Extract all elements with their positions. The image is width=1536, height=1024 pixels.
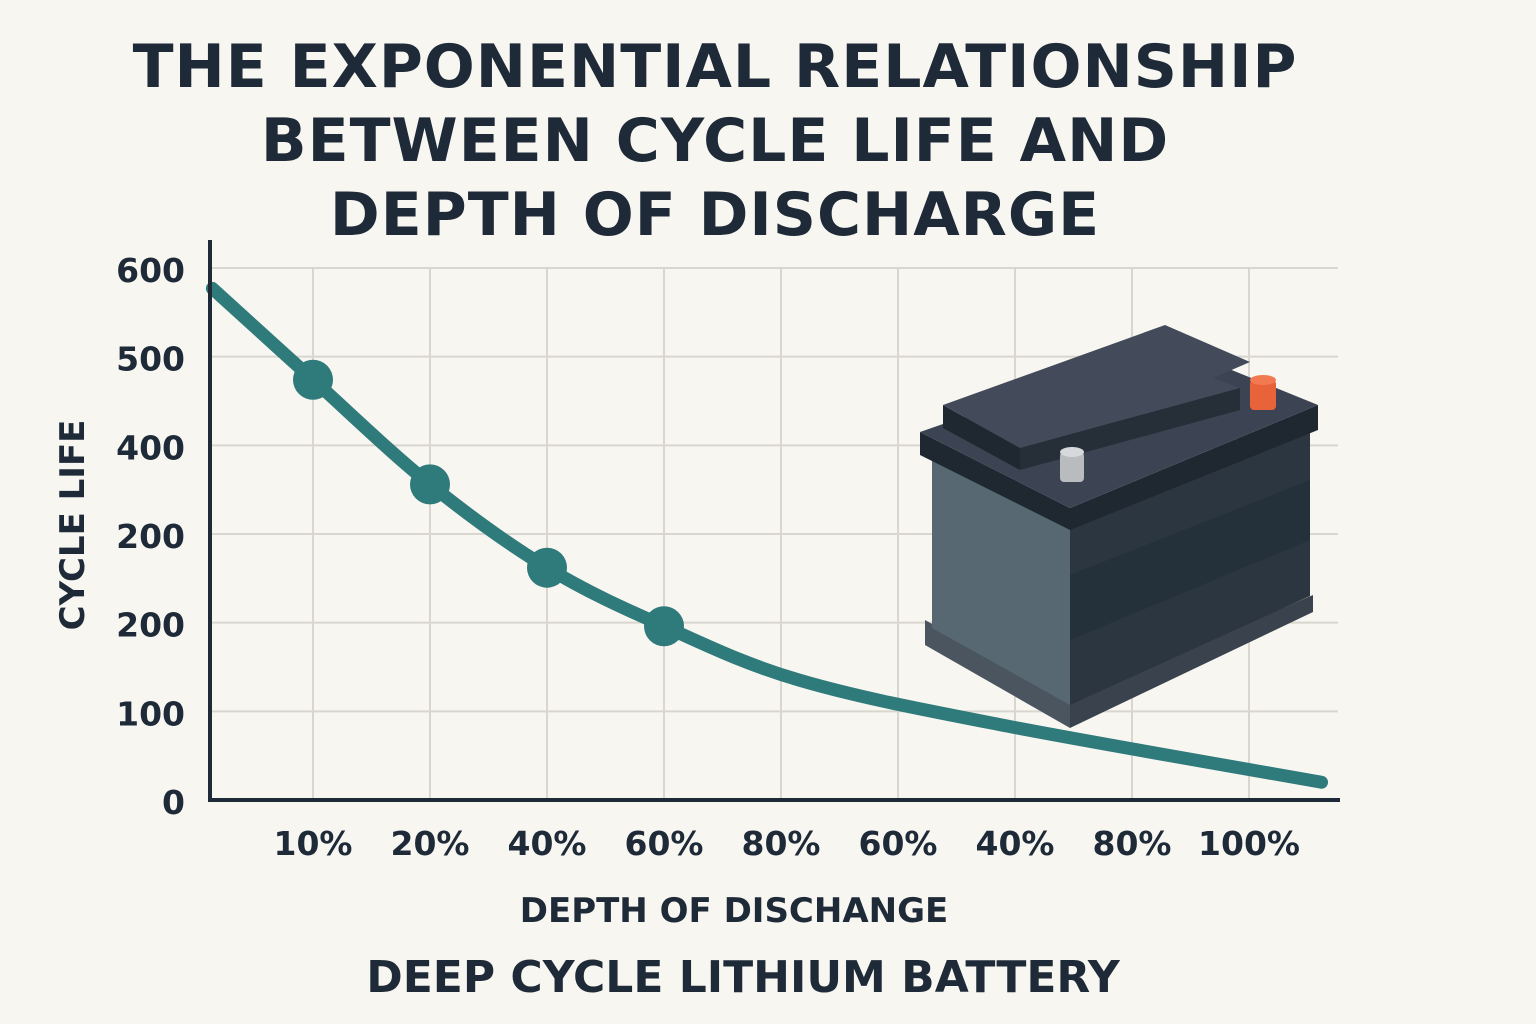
title-line-2: BETWEEN CYCLE LIFE AND	[260, 106, 1170, 176]
x-tick-label: 40%	[976, 824, 1055, 863]
battery-lid-raised	[943, 405, 1020, 470]
battery-lid-side	[920, 405, 1318, 530]
chart-subtitle: DEEP CYCLE LITHIUM BATTERY	[366, 952, 1120, 1003]
x-tick-label: 40%	[508, 824, 587, 863]
y-tick-label: 0	[162, 783, 185, 822]
y-tick-label: 500	[116, 340, 185, 379]
y-tick-label: 100	[116, 694, 185, 733]
chart-title: THE EXPONENTIAL RELATIONSHIP BETWEEN CYC…	[0, 30, 1430, 252]
data-point	[644, 606, 684, 647]
positive-terminal-icon	[1250, 375, 1276, 410]
x-tick-label: 60%	[625, 824, 704, 863]
title-line-1: THE EXPONENTIAL RELATIONSHIP	[132, 32, 1298, 102]
data-point	[527, 547, 567, 588]
battery-base-right	[1070, 595, 1313, 728]
negative-terminal-icon	[1060, 447, 1084, 482]
battery-base	[925, 620, 1070, 728]
y-tick-label: 400	[116, 428, 185, 467]
series	[205, 281, 1329, 789]
y-axis-label: CYCLE LIFE	[53, 420, 93, 631]
x-tick-label: 10%	[274, 824, 353, 863]
x-tick-label: 20%	[391, 824, 470, 863]
x-tick-label: 60%	[859, 824, 938, 863]
battery-band	[1070, 480, 1310, 640]
battery-illustration	[920, 325, 1318, 728]
y-tick-label: 200	[116, 517, 185, 556]
data-point	[410, 464, 450, 505]
tick-labels: 0 100 200 200 400 500 600 10% 20% 40% 60% 80% 60% 40%…	[116, 251, 1300, 863]
y-tick-label: 600	[116, 251, 185, 290]
x-tick-label: 80%	[1093, 824, 1172, 863]
y-tick-label: 200	[116, 606, 185, 645]
title-line-3: DEPTH OF DISCHARGE	[329, 180, 1101, 250]
x-tick-label: 100%	[1198, 824, 1300, 863]
data-point	[293, 359, 333, 400]
x-axis-label: DEPTH OF DISCHANGE	[520, 891, 949, 931]
axes	[208, 240, 1340, 802]
battery-lid-raised-top	[943, 325, 1250, 448]
battery-front-face	[932, 455, 1070, 705]
x-tick-label: 80%	[742, 824, 821, 863]
